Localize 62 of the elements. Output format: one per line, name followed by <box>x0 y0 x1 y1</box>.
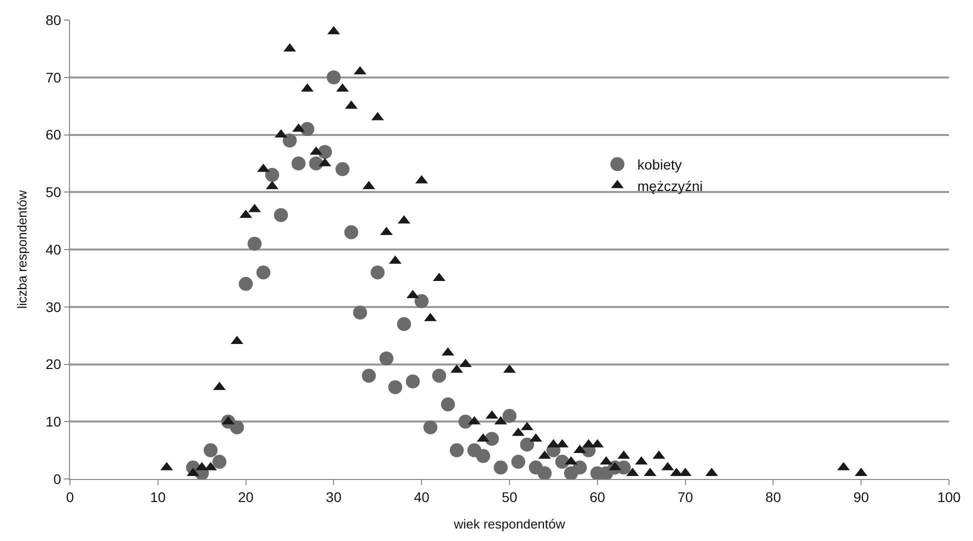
point <box>309 156 324 170</box>
y-tick-label: 40 <box>46 241 62 258</box>
point <box>440 397 455 412</box>
y-tick-label: 30 <box>46 298 62 315</box>
point <box>362 368 376 383</box>
point <box>318 144 332 159</box>
x-tick-label: 70 <box>678 488 694 505</box>
point <box>555 454 570 469</box>
point <box>344 225 358 240</box>
y-tick-label: 60 <box>46 126 62 143</box>
y-tick-label: 50 <box>46 184 62 200</box>
x-tick-label: 20 <box>238 488 254 505</box>
point <box>256 265 270 280</box>
point <box>397 317 412 332</box>
point <box>326 70 341 84</box>
legend-label: mężczyźni <box>637 178 703 194</box>
y-tick-label: 10 <box>46 414 62 430</box>
y-tick-label: 80 <box>46 12 62 28</box>
x-tick-label: 0 <box>66 488 74 505</box>
point <box>230 420 244 434</box>
point <box>423 420 438 434</box>
point <box>204 443 218 458</box>
point <box>572 460 587 475</box>
x-tick-label: 40 <box>414 488 430 505</box>
x-tick-label: 100 <box>937 488 961 505</box>
legend-label: kobiety <box>637 156 682 173</box>
point <box>406 374 420 388</box>
point <box>450 443 464 458</box>
point <box>282 133 297 148</box>
point <box>432 368 446 383</box>
x-tick-label: 50 <box>502 488 518 505</box>
point <box>388 380 402 394</box>
point <box>476 449 490 464</box>
x-tick-label: 80 <box>765 488 782 505</box>
x-tick-label: 10 <box>150 488 166 505</box>
y-axis-title: liczba respondentów <box>14 190 30 309</box>
point <box>274 208 288 222</box>
point <box>458 414 473 429</box>
y-tick-label: 70 <box>46 69 62 86</box>
point <box>335 162 350 176</box>
point <box>248 236 262 251</box>
point <box>502 408 516 423</box>
point <box>538 466 552 479</box>
y-tick-label: 0 <box>53 470 62 487</box>
y-tick-label: 20 <box>46 356 62 372</box>
point <box>353 306 368 320</box>
point <box>484 432 499 446</box>
point <box>238 276 253 291</box>
point <box>212 454 226 469</box>
point <box>300 122 314 136</box>
point <box>414 294 429 308</box>
x-tick-label: 30 <box>326 488 342 505</box>
point <box>292 156 306 170</box>
point <box>370 265 385 280</box>
point <box>265 168 280 182</box>
point <box>494 460 508 475</box>
x-axis-title: wiek respondentów <box>452 516 566 532</box>
point <box>511 454 526 469</box>
x-tick-label: 60 <box>590 488 606 505</box>
x-tick-label: 90 <box>853 488 870 505</box>
point <box>379 352 394 366</box>
point <box>520 438 534 452</box>
